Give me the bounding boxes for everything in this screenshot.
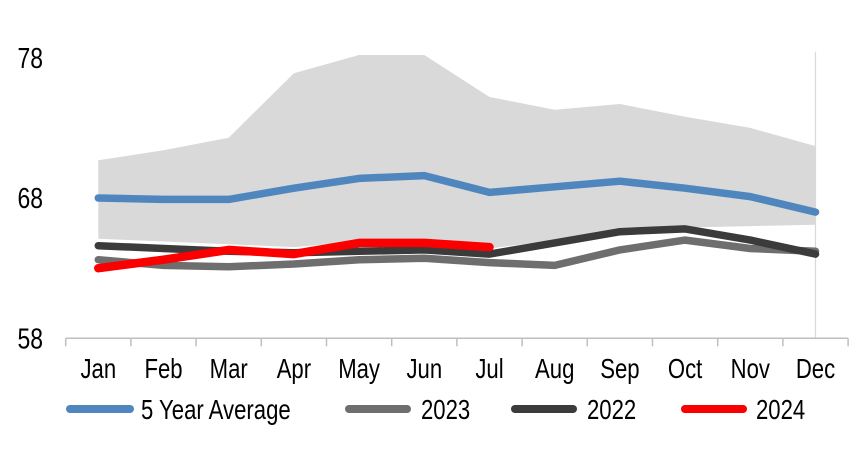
five-year-range-band: [98, 55, 816, 249]
x-axis-label-jan: Jan: [80, 353, 116, 384]
y-axis-label-78: 78: [18, 43, 44, 75]
legend-item-5-year-average: 5 Year Average: [66, 394, 291, 425]
x-axis-label-mar: Mar: [210, 353, 248, 384]
x-axis-label-may: May: [338, 353, 380, 384]
x-axis-label-apr: Apr: [277, 353, 311, 384]
x-axis-label-dec: Dec: [796, 353, 835, 384]
x-axis-label-oct: Oct: [668, 353, 703, 384]
plot-area: 78 68 58 Jan Feb Mar Apr May Jun Jul Aug Sep Oct Nov D…: [18, 43, 849, 384]
x-axis-label-feb: Feb: [144, 353, 182, 384]
y-axis-label-58: 58: [18, 323, 44, 355]
legend-label-2022: 2022: [587, 394, 636, 425]
legend-label-5-year-average: 5 Year Average: [141, 394, 291, 425]
x-axis-label-nov: Nov: [731, 353, 770, 384]
x-axis-label-jun: Jun: [406, 353, 442, 384]
legend-label-2023: 2023: [421, 394, 470, 425]
y-axis-label-68: 68: [18, 183, 44, 215]
legend-item-2022: 2022: [511, 394, 636, 425]
x-axis-label-jul: Jul: [475, 353, 503, 384]
series-line-5-year-average: [94, 171, 820, 216]
series-line-2023: [94, 236, 820, 271]
legend-label-2024: 2024: [756, 394, 805, 425]
series-line-2024: [94, 238, 494, 273]
chart-legend: 5 Year Average 2023 2022 2024: [66, 394, 805, 425]
x-axis-label-aug: Aug: [535, 353, 574, 384]
legend-item-2023: 2023: [345, 394, 470, 425]
legend-item-2024: 2024: [681, 394, 805, 425]
x-axis-label-sep: Sep: [600, 353, 639, 384]
